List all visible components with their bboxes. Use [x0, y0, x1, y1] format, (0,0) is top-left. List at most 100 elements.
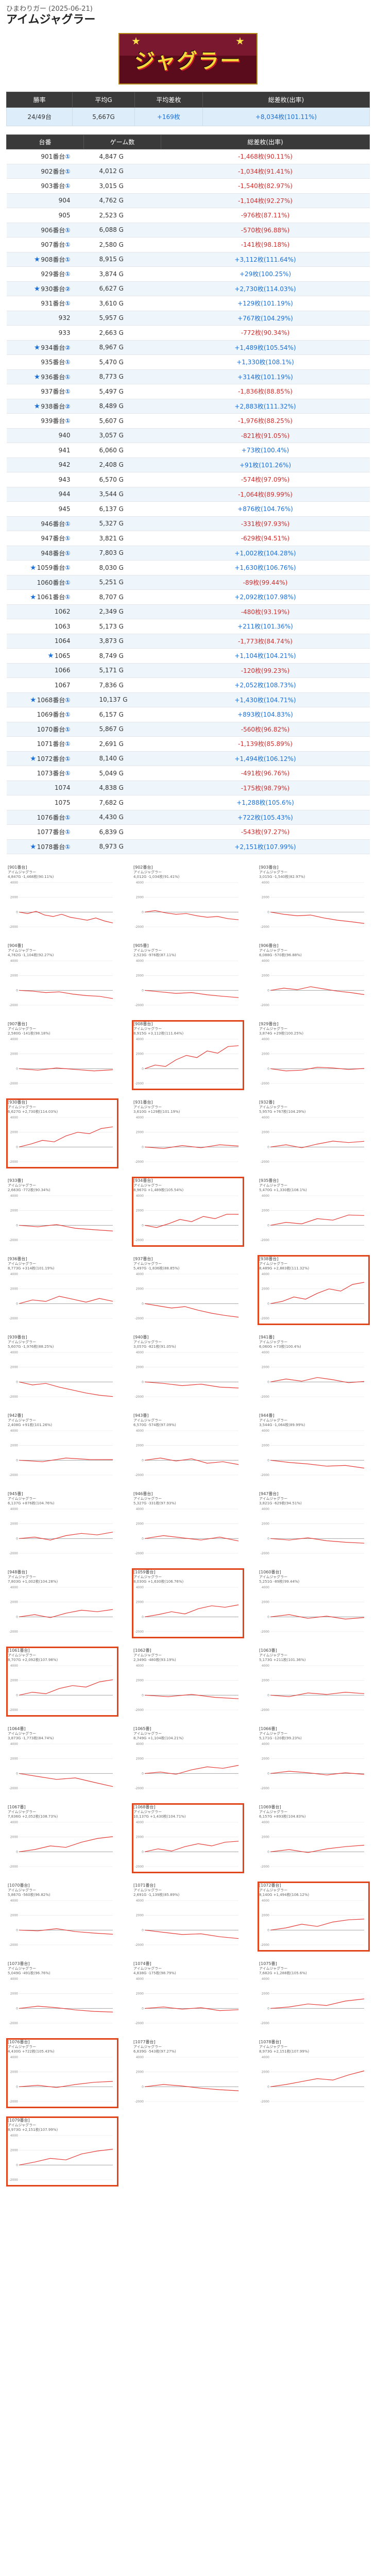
unit-cell[interactable]: 1062 [6, 604, 84, 619]
unit-cell[interactable]: 931番台① [6, 296, 84, 311]
graph-card[interactable]: [1066番] アイムジャグラー 5,171G -120枚(99.23%) 4000 2… [258, 1725, 370, 1795]
table-row[interactable]: 903番台① 3,015 G -1,540枚(82.97%) [6, 178, 370, 194]
graph-card[interactable]: [906番台] アイムジャグラー 6,088G -570枚(96.88%) 4000 2… [258, 942, 370, 1012]
unit-cell[interactable]: 1059番台① [6, 560, 84, 575]
unit-cell[interactable]: 947番台① [6, 531, 84, 546]
graph-card[interactable]: [929番台] アイムジャグラー 3,874G +29枚(100.25%) 4000 2… [258, 1020, 370, 1090]
graph-card[interactable]: [1073番台] アイムジャグラー 5,049G -491枚(96.76%) 4000… [6, 1960, 118, 2030]
unit-label[interactable]: 905 [58, 211, 71, 219]
unit-cell[interactable]: 946番台① [6, 516, 84, 531]
unit-label[interactable]: 942 [58, 461, 71, 469]
graph-card[interactable]: [942番] アイムジャグラー 2,408G +91枚(101.26%) 4000 20… [6, 1412, 118, 1482]
unit-label[interactable]: 939番台 [41, 417, 65, 425]
unit-label[interactable]: 937番台 [41, 388, 65, 396]
unit-cell[interactable]: 944 [6, 487, 84, 502]
unit-cell[interactable]: 905 [6, 208, 84, 223]
table-row[interactable]: 941 6,060 G +73枚(100.4%) [6, 443, 370, 458]
unit-label[interactable]: 1077番台 [37, 828, 65, 836]
unit-label[interactable]: 1070番台 [37, 725, 65, 733]
unit-label[interactable]: 930番台 [41, 285, 65, 293]
graph-card[interactable]: [938番台] アイムジャグラー 8,489G +2,883枚(111.32%) 40… [258, 1255, 370, 1325]
unit-label[interactable]: 947番台 [41, 535, 65, 543]
unit-cell[interactable]: 1068番台① [6, 692, 84, 707]
table-row[interactable]: 1069番台① 6,157 G +893枚(104.83%) [6, 707, 370, 722]
unit-cell[interactable]: 1071番台① [6, 736, 84, 752]
unit-cell[interactable]: 1066 [6, 663, 84, 678]
unit-label[interactable]: 929番台 [41, 270, 65, 278]
graph-card[interactable]: [1060番台] アイムジャグラー 5,251G -89枚(99.44%) 4000 2… [258, 1568, 370, 1638]
unit-label[interactable]: 1074 [54, 784, 71, 792]
unit-cell[interactable]: 903番台① [6, 178, 84, 194]
graph-card[interactable]: [1061番台] アイムジャグラー 8,707G +2,092枚(107.98%) 4… [6, 1647, 118, 1717]
graph-card[interactable]: [1063番] アイムジャグラー 5,173G +211枚(101.36%) 4000… [258, 1647, 370, 1717]
unit-cell[interactable]: 1076番台① [6, 810, 84, 825]
unit-label[interactable]: 1068番台 [37, 696, 65, 704]
table-row[interactable]: 946番台① 5,327 G -331枚(97.93%) [6, 516, 370, 531]
unit-label[interactable]: 1072番台 [37, 755, 65, 762]
table-row[interactable]: 933 2,663 G -772枚(90.34%) [6, 325, 370, 341]
unit-cell[interactable]: 945 [6, 501, 84, 517]
unit-cell[interactable]: 937番台① [6, 384, 84, 399]
unit-cell[interactable]: 901番台① [6, 149, 84, 164]
table-row[interactable]: 904 4,762 G -1,104枚(92.27%) [6, 193, 370, 208]
unit-label[interactable]: 903番台 [41, 182, 65, 190]
graph-card[interactable]: [939番台] アイムジャグラー 5,607G -1,976枚(88.25%) 400… [6, 1333, 118, 1403]
unit-label[interactable]: 1065 [54, 652, 71, 659]
unit-cell[interactable]: 930番台② [6, 281, 84, 296]
table-row[interactable]: 944 3,544 G -1,064枚(89.99%) [6, 487, 370, 502]
unit-cell[interactable]: 1065 [6, 648, 84, 664]
table-row[interactable]: 901番台① 4,847 G -1,468枚(90.11%) [6, 149, 370, 164]
unit-cell[interactable]: 948番台① [6, 546, 84, 561]
unit-cell[interactable]: 934番台② [6, 340, 84, 355]
graph-card[interactable]: [1069番台] アイムジャグラー 6,157G +893枚(104.83%) 400… [258, 1803, 370, 1873]
graph-card[interactable]: [940番] アイムジャグラー 3,057G -821枚(91.05%) 4000 20… [132, 1333, 244, 1403]
unit-label[interactable]: 901番台 [41, 153, 65, 161]
table-row[interactable]: 1075 7,682 G +1,288枚(105.6%) [6, 795, 370, 810]
graph-card[interactable]: [901番台] アイムジャグラー 4,847G -1,468枚(90.11%) 400… [6, 863, 118, 934]
graph-card[interactable]: [1077番台] アイムジャグラー 6,839G -543枚(97.27%) 4000… [132, 2038, 244, 2108]
table-row[interactable]: 1072番台① 8,140 G +1,494枚(106.12%) [6, 751, 370, 766]
unit-cell[interactable]: 1072番台① [6, 751, 84, 766]
unit-cell[interactable]: 1073番台① [6, 766, 84, 781]
unit-cell[interactable]: 932 [6, 311, 84, 326]
graph-card[interactable]: [1070番台] アイムジャグラー 5,867G -560枚(96.82%) 4000… [6, 1882, 118, 1952]
unit-label[interactable]: 932 [58, 314, 71, 322]
unit-label[interactable]: 945 [58, 505, 71, 513]
graph-card[interactable]: [903番台] アイムジャグラー 3,015G -1,540枚(82.97%) 400… [258, 863, 370, 934]
graph-card[interactable]: [936番台] アイムジャグラー 8,773G +314枚(101.19%) 4000… [6, 1255, 118, 1325]
graph-card[interactable]: [905番] アイムジャグラー 2,523G -976枚(87.11%) 4000 20… [132, 942, 244, 1012]
graph-card[interactable]: [1072番台] アイムジャグラー 8,140G +1,494枚(106.12%) 4… [258, 1882, 370, 1952]
graph-card[interactable]: [1067番] アイムジャグラー 7,836G +2,052枚(108.73%) 40… [6, 1803, 118, 1873]
graph-card[interactable]: [930番台] アイムジャグラー 6,627G +2,730枚(114.03%) 40… [6, 1098, 118, 1168]
unit-label[interactable]: 940 [58, 432, 71, 439]
table-row[interactable]: 1059番台① 8,030 G +1,630枚(106.76%) [6, 560, 370, 575]
table-row[interactable]: 945 6,137 G +876枚(104.76%) [6, 501, 370, 517]
unit-label[interactable]: 1073番台 [37, 770, 65, 777]
unit-label[interactable]: 1060番台 [37, 579, 65, 586]
table-row[interactable]: 905 2,523 G -976枚(87.11%) [6, 208, 370, 223]
table-row[interactable]: 1076番台① 4,430 G +722枚(105.43%) [6, 810, 370, 825]
graph-card[interactable]: [935番台] アイムジャグラー 5,470G +1,330枚(108.1%) 400… [258, 1177, 370, 1247]
table-row[interactable]: 931番台① 3,610 G +129枚(101.19%) [6, 296, 370, 311]
table-row[interactable]: 936番台① 8,773 G +314枚(101.19%) [6, 369, 370, 384]
unit-cell[interactable]: 940 [6, 428, 84, 443]
unit-cell[interactable]: 908番台① [6, 252, 84, 267]
graph-card[interactable]: [1076番台] アイムジャグラー 4,430G +722枚(105.43%) 400… [6, 2038, 118, 2108]
unit-label[interactable]: 1076番台 [37, 814, 65, 821]
table-row[interactable]: 1062 2,349 G -480枚(93.19%) [6, 604, 370, 619]
unit-label[interactable]: 948番台 [41, 549, 65, 557]
unit-cell[interactable]: 1074 [6, 781, 84, 795]
unit-cell[interactable]: 1077番台① [6, 824, 84, 840]
graph-card[interactable]: [1062番] アイムジャグラー 2,349G -480枚(93.19%) 4000 2… [132, 1647, 244, 1717]
unit-label[interactable]: 902番台 [41, 167, 65, 175]
table-row[interactable]: 1065 8,749 G +1,104枚(104.21%) [6, 648, 370, 664]
unit-cell[interactable]: 941 [6, 443, 84, 458]
table-row[interactable]: 906番台① 6,088 G -570枚(96.88%) [6, 223, 370, 238]
unit-label[interactable]: 1064 [54, 637, 71, 645]
unit-cell[interactable]: 1061番台① [6, 589, 84, 605]
unit-label[interactable]: 1071番台 [37, 740, 65, 748]
table-row[interactable]: 907番台① 2,580 G -141枚(98.18%) [6, 237, 370, 252]
unit-cell[interactable]: 936番台① [6, 369, 84, 384]
unit-label[interactable]: 1067 [54, 681, 71, 689]
unit-label[interactable]: 946番台 [41, 520, 65, 528]
